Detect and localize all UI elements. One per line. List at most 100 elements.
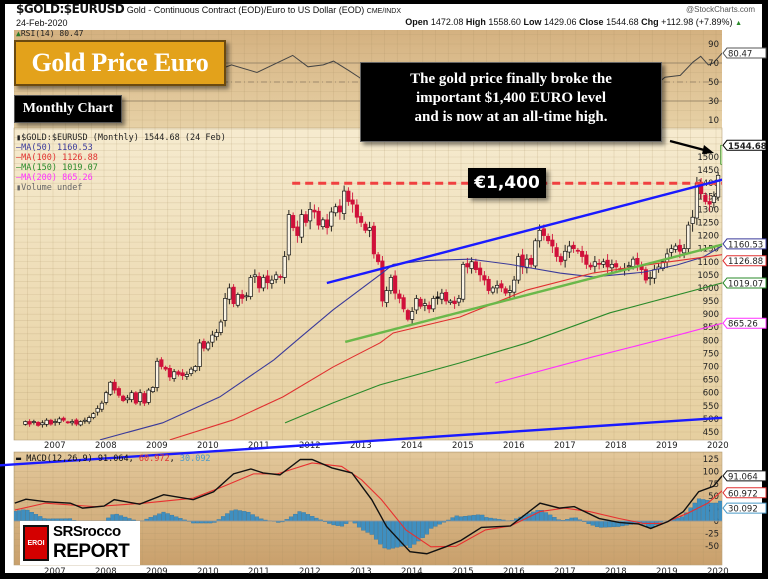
price-legend-title: $GOLD:$EURUSD (Monthly) 1544.68 (24 Feb) [21,133,226,143]
price-tick-label: 1100 [697,258,719,268]
macd-histogram-bar [594,520,600,527]
candle-body [592,261,597,267]
chart-date: 24-Feb-2020 [16,18,68,28]
macd-histogram-bar [650,520,655,528]
candle-body [99,402,104,410]
rsi-tick-label: 90 [708,40,719,50]
macd-histogram-bar [361,520,366,531]
price-tick-label: 1050 [697,271,719,281]
candle-body [252,274,257,278]
candle-body [503,288,508,294]
histogram-value-tag-box [722,502,767,514]
macd-histogram-bar [233,509,238,522]
candle-body [694,182,699,219]
ohlc-summary: Open 1472.08 High 1558.60 Low 1429.06 Cl… [405,17,742,27]
candle-body [520,254,525,268]
candle-body [342,190,347,214]
macd-histogram-bar [679,516,685,522]
macd-histogram-bar [471,515,476,522]
volume-legend: ▮Volume undef [16,183,83,193]
candle-body [121,395,126,401]
macd-tick-label: -25 [705,529,719,539]
candle-body [682,248,687,254]
signal-value-tag-box [722,487,767,499]
candle-body [410,311,415,320]
macd-histogram-bar [305,514,311,522]
candle-body [376,254,381,263]
macd-histogram-bar [331,520,336,526]
candle-body [690,216,695,224]
candle-body [414,298,419,311]
macd-histogram-bar [386,520,391,550]
ma100-value-tag: 1126.88 [722,255,767,267]
year-label-bottom: 2020 [707,567,729,577]
candle-body [418,298,423,307]
arrow-head-icon [702,145,714,154]
candle-body [74,419,79,425]
year-label-bottom: 2009 [146,567,168,577]
candle-body [337,205,342,213]
year-label-bottom: 2010 [197,567,219,577]
year-label-top: 2008 [95,441,117,451]
candle-body [95,408,100,413]
candle-body [240,294,245,299]
candle-body [405,310,410,320]
price-tick-label: 1000 [697,284,719,294]
up-arrow-icon: ▲ [735,20,742,27]
macd-tick-label: -50 [705,542,719,552]
logo-report: REPORT [53,541,130,562]
candle-body [70,421,75,424]
macd-histogram-bar [365,520,370,533]
price-tick-label: 800 [703,336,719,346]
year-label-bottom: 2016 [503,567,525,577]
candle-body [359,216,364,223]
volume-icon: ▮ [16,183,22,193]
close-value: 1544.68 [606,17,639,27]
candle-body [605,259,610,268]
price-tick-label: 1500 [697,153,719,163]
lower-channel-line [344,243,722,344]
macd-histogram-bar [454,515,459,522]
candle-body [53,421,58,423]
candle-body [159,359,164,367]
candle-body [206,342,211,350]
candle-body [507,290,512,293]
candle-body [512,279,517,293]
candle-body [163,366,168,370]
candle-body [393,275,398,294]
macd-histogram-bar [713,502,719,522]
macd-histogram-bar [450,517,455,522]
candle-body [465,263,470,268]
candle-body [286,214,291,256]
candle-body [303,214,308,223]
price-legend: ▮ $GOLD:$EURUSD (Monthly) 1544.68 (24 Feb… [16,133,226,193]
candle-body [193,366,198,372]
macd-value-tag-text: 91.064 [728,472,758,482]
macd-histogram-bar [29,512,34,522]
macd-histogram-bar [293,513,298,522]
candle-body [546,236,551,242]
candle-body [439,292,444,300]
candle-body [354,204,359,218]
title-banner: Gold Price Euro [14,40,226,86]
candle-body [257,276,262,289]
year-label-bottom: 2013 [350,567,372,577]
moving-average-line-ma100 [169,254,722,440]
macd-histogram-bar [229,510,234,522]
candle-body [299,214,304,238]
price-tick-label: 450 [703,428,719,438]
candle-body [660,261,665,269]
rsi-value-tag: 80.47 [722,47,767,60]
macd-histogram-bar [573,517,578,522]
eroi-badge-icon: EROI [23,525,49,561]
price-tick-label: 750 [703,349,719,359]
price-tick-label: 600 [703,389,719,399]
macd-histogram-bar [301,512,306,522]
year-label-top: 2018 [605,441,627,451]
callout-line: important $1,400 EURO level [416,90,606,106]
ma50-value-tag-text: 1160.53 [728,240,763,250]
candle-body [597,262,602,265]
year-label-bottom: 2019 [656,567,678,577]
candle-body [478,267,483,276]
candle-body [371,225,376,255]
